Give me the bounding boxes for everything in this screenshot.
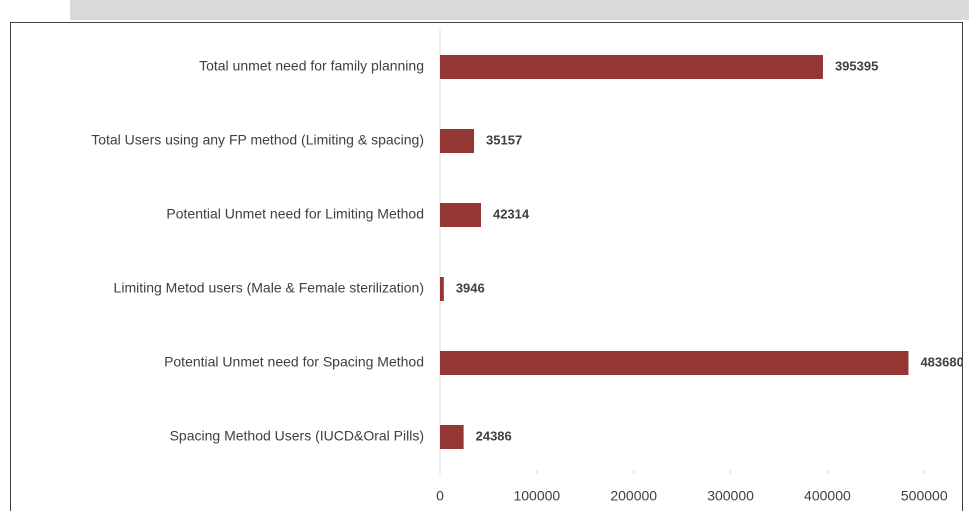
x-tick-label: 300000 — [707, 488, 754, 504]
x-tick-label: 0 — [436, 488, 444, 504]
value-label: 35157 — [486, 132, 522, 147]
value-label: 395395 — [835, 58, 878, 73]
value-label: 3946 — [456, 280, 485, 295]
category-label: Total unmet need for family planning — [199, 58, 424, 74]
bar — [440, 425, 464, 449]
category-label: Potential Unmet need for Limiting Method — [166, 206, 424, 222]
value-label: 42314 — [493, 206, 530, 221]
bar — [440, 55, 823, 79]
category-label: Potential Unmet need for Spacing Method — [164, 354, 424, 370]
value-label: 483680 — [920, 354, 963, 369]
category-label: Total Users using any FP method (Limitin… — [91, 132, 424, 148]
value-label: 24386 — [476, 428, 512, 443]
x-tick-label: 100000 — [513, 488, 560, 504]
header-strip — [70, 0, 969, 20]
bar — [440, 203, 481, 227]
bar — [440, 351, 909, 375]
bar — [440, 129, 475, 153]
x-tick-label: 400000 — [804, 488, 851, 504]
category-label: Spacing Method Users (IUCD&Oral Pills) — [170, 428, 424, 444]
frame — [10, 22, 963, 511]
x-tick-label: 500000 — [901, 488, 948, 504]
bar — [440, 277, 444, 301]
category-label: Limiting Metod users (Male & Female ster… — [114, 280, 424, 296]
x-tick-label: 200000 — [610, 488, 657, 504]
